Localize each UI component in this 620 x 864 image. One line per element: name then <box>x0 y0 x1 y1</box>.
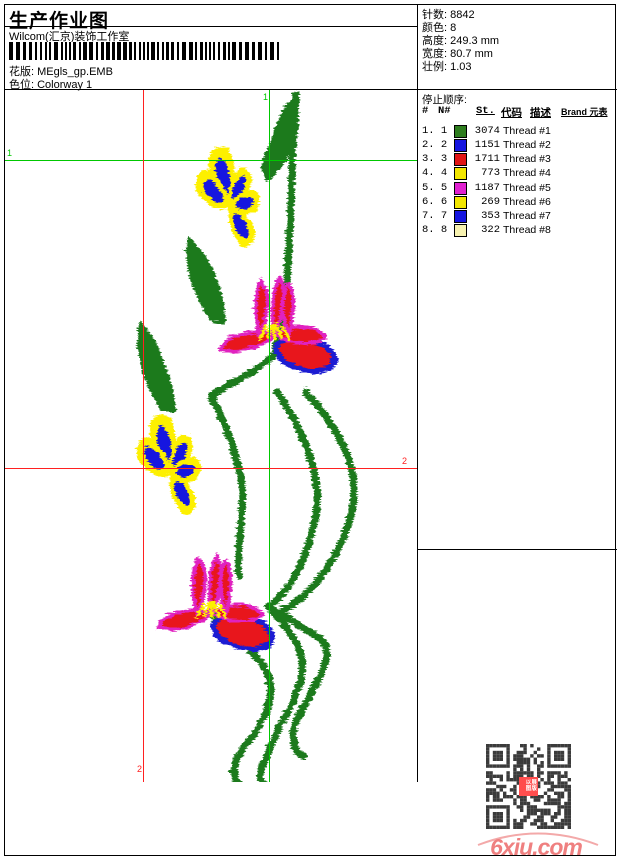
svg-text:展: 展 <box>531 778 537 786</box>
svg-text:版: 版 <box>530 784 537 792</box>
svg-text:6xiu.com: 6xiu.com <box>490 834 582 860</box>
